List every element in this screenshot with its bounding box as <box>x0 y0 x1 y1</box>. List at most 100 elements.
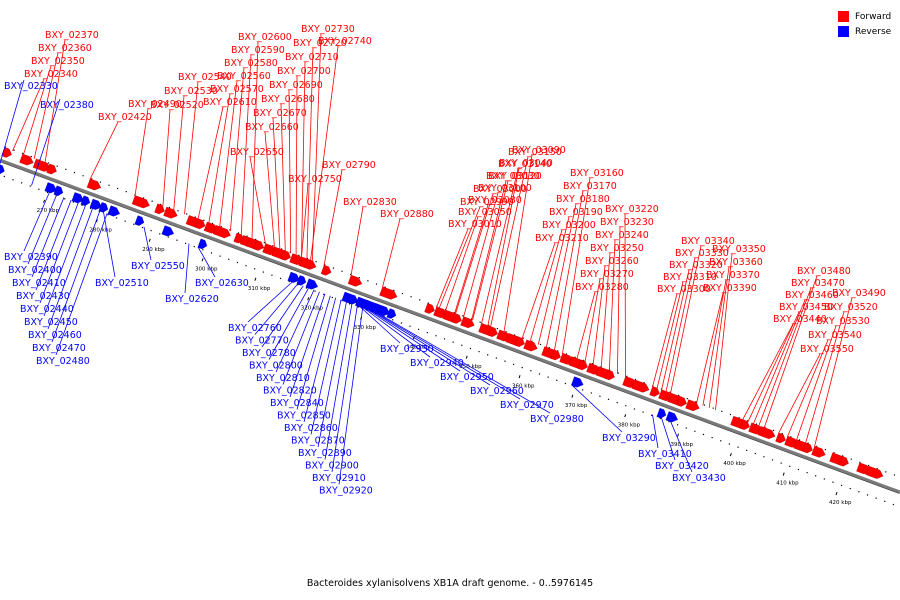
forward-gene-label: BXY_02350 <box>31 56 85 67</box>
forward-leader-line <box>240 54 252 236</box>
reverse-gene-label: BXY_03290 <box>602 433 656 444</box>
scale-tick-label: 290 kbp <box>142 247 165 253</box>
scale-tick-label: 370 kbp <box>565 403 588 409</box>
reverse-gene-arrow-24 <box>656 407 667 419</box>
scale-tick-9 <box>518 375 521 379</box>
reverse-gene-arrow-25 <box>665 411 678 423</box>
reverse-gene-label: BXY_02950 <box>440 372 494 383</box>
forward-gene-label: BXY_02420 <box>98 112 152 123</box>
reverse-gene-label: BXY_02630 <box>195 278 249 289</box>
reverse-leader-line <box>374 311 521 400</box>
forward-leader-line <box>436 228 469 308</box>
reverse-gene-label: BXY_02940 <box>410 358 464 369</box>
forward-leader-line <box>280 103 286 252</box>
forward-leader-line <box>562 177 591 354</box>
scale-tick-1 <box>95 219 98 223</box>
forward-gene-label: BXY_03010 <box>448 219 502 230</box>
scale-tick-0 <box>43 199 46 203</box>
forward-leader-line <box>652 293 678 387</box>
reverse-gene-arrow-7 <box>107 205 120 217</box>
scale-tick-12 <box>677 433 680 437</box>
forward-gene-label: BXY_03490 <box>832 288 886 299</box>
forward-gene-label: BXY_02710 <box>285 52 339 63</box>
forward-gene-arrow-15 <box>253 240 264 251</box>
forward-gene-label: BXY_03190 <box>549 207 603 218</box>
scale-tick-5 <box>307 297 310 301</box>
reverse-leader-line <box>254 283 299 335</box>
reverse-gene-label: BXY_02800 <box>249 361 303 372</box>
reverse-leader-line <box>377 312 551 414</box>
forward-gene-label: BXY_03050 <box>458 207 512 218</box>
forward-leader-line <box>162 109 171 207</box>
forward-gene-arrow-9 <box>194 218 206 230</box>
forward-leader-line <box>173 95 185 211</box>
scale-tick-label: 310 kbp <box>248 286 271 292</box>
forward-gene-label: BXY_03250 <box>590 243 644 254</box>
reverse-leader-line <box>27 194 58 265</box>
forward-gene-label: BXY_03470 <box>791 278 845 289</box>
forward-leader-line <box>445 216 479 311</box>
forward-gene-label: BXY_03160 <box>570 168 624 179</box>
forward-gene-label: BXY_03090 <box>512 145 566 156</box>
forward-gene-arrow-33 <box>514 336 525 347</box>
forward-gene-label: BXY_02730 <box>301 24 355 35</box>
forward-gene-arrow-3 <box>46 163 57 175</box>
forward-leader-line <box>715 253 733 411</box>
forward-gene-label: BXY_03300 <box>657 284 711 295</box>
reverse-gene-arrow-21 <box>377 305 390 317</box>
forward-leader-line <box>503 154 533 333</box>
forward-gene-label: BXY_03220 <box>605 204 659 215</box>
forward-gene-arrow-51 <box>739 419 750 430</box>
forward-gene-label: BXY_03150 <box>508 147 562 158</box>
reverse-gene-label: BXY_03420 <box>655 461 709 472</box>
reverse-gene-arrow-9 <box>161 225 174 237</box>
scale-tick-10 <box>571 394 574 398</box>
forward-leader-line <box>758 287 812 427</box>
reverse-gene-label: BXY_02620 <box>165 294 219 305</box>
reverse-gene-arrow-13 <box>305 278 318 290</box>
forward-leader-line <box>249 156 266 245</box>
reverse-leader-line <box>331 305 358 473</box>
forward-gene-label: BXY_03370 <box>706 270 760 281</box>
forward-gene-label: BXY_02540 <box>178 72 232 83</box>
forward-leader-line <box>554 190 584 351</box>
forward-gene-arrow-30 <box>487 326 498 337</box>
forward-gene-arrow-4 <box>86 178 102 191</box>
forward-gene-label: BXY_03390 <box>703 283 757 294</box>
reverse-swatch <box>838 26 849 37</box>
forward-gene-label: BXY_02680 <box>261 94 315 105</box>
reverse-gene-label: BXY_02770 <box>235 336 289 347</box>
forward-gene-label: BXY_02360 <box>38 43 92 54</box>
scale-tick-label: 410 kbp <box>776 481 799 487</box>
forward-gene-arrow-18 <box>280 249 291 261</box>
forward-gene-label: BXY_03480 <box>797 266 851 277</box>
forward-gene-label: BXY_03140 <box>498 159 552 170</box>
forward-leader-line <box>763 275 818 429</box>
forward-leader-line <box>89 121 119 180</box>
reverse-leader-line <box>310 299 342 435</box>
scale-tick-label: 420 kbp <box>829 500 852 506</box>
reverse-gene-label: BXY_02820 <box>263 386 317 397</box>
scale-tick-label: 400 kbp <box>723 461 746 467</box>
forward-gene-arrow-60 <box>838 455 849 467</box>
reverse-gene-label: BXY_02810 <box>256 373 310 384</box>
forward-gene-label: BXY_02610 <box>203 97 257 108</box>
forward-leader-line <box>264 131 275 248</box>
forward-leader-line <box>796 325 837 441</box>
reverse-gene-label: BXY_02760 <box>228 323 282 334</box>
reverse-gene-label: BXY_02510 <box>95 278 149 289</box>
reverse-leader-line <box>197 246 216 278</box>
scale-tick-11 <box>624 414 627 418</box>
forward-leader-line <box>600 252 611 368</box>
reverse-leader-line <box>324 303 353 460</box>
forward-gene-arrow-6 <box>154 203 165 215</box>
forward-gene-arrow-24 <box>424 303 435 314</box>
reverse-gene-label: BXY_02910 <box>312 473 366 484</box>
forward-gene-arrow-28 <box>460 316 475 329</box>
reverse-leader-line <box>670 421 693 473</box>
forward-gene-label: BXY_03330 <box>675 248 729 259</box>
forward-gene-label: BXY_02880 <box>380 209 434 220</box>
reverse-leader-line <box>268 287 310 360</box>
reverse-leader-line <box>289 293 326 398</box>
